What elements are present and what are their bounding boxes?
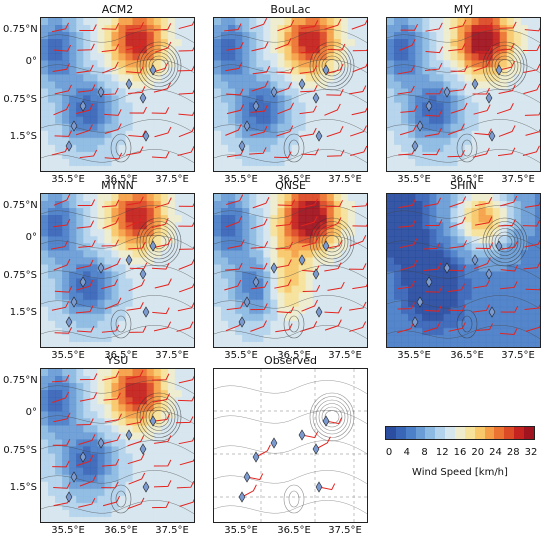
lon-tick-label: 35.5°E (397, 174, 431, 185)
lat-tick-label: 0.75°S (3, 270, 37, 281)
lat-tick-label: 1.5°S (9, 307, 37, 318)
lon-tick-label: 36.5°E (277, 174, 311, 185)
colorbar-segment (405, 427, 416, 439)
colorbar-tick-label: 32 (524, 447, 538, 458)
colorbar-tick-label: 12 (435, 447, 449, 458)
lon-tick-label: 36.5°E (277, 350, 311, 361)
colorbar-tick-label: 20 (471, 447, 485, 458)
lat-tick-label: 0.75°N (3, 200, 38, 211)
lat-tick-label: 0° (25, 232, 37, 243)
wind-map (214, 369, 367, 522)
colorbar-segment (435, 427, 446, 439)
panel-title: YSU (106, 354, 129, 367)
lon-tick-label: 37.5°E (328, 174, 362, 185)
colorbar-segment (504, 427, 515, 439)
map-panel-myj (386, 17, 541, 172)
lon-tick-label: 37.5°E (155, 350, 189, 361)
lat-tick-label: 0.75°N (3, 24, 38, 35)
lon-tick-label: 37.5°E (328, 525, 362, 536)
lat-tick-label: 0° (25, 407, 37, 418)
colorbar-segment (514, 427, 525, 439)
lon-tick-label: 35.5°E (397, 350, 431, 361)
wind-map (214, 194, 367, 347)
lat-tick-label: 0.75°S (3, 445, 37, 456)
lat-tick-label: 0° (25, 56, 37, 67)
colorbar-segment (415, 427, 426, 439)
map-panel-boulac (213, 17, 368, 172)
panel-title: BouLac (270, 3, 311, 16)
colorbar-segment (455, 427, 465, 439)
lon-tick-label: 37.5°E (501, 174, 535, 185)
colorbar-segment (445, 427, 456, 439)
lon-tick-label: 35.5°E (224, 350, 258, 361)
lon-tick-label: 37.5°E (501, 350, 535, 361)
colorbar-tick-label: 28 (506, 447, 520, 458)
map-panel-qnse (213, 193, 368, 348)
panel-title: Observed (264, 354, 317, 367)
colorbar-segment (425, 427, 436, 439)
wind-map (41, 194, 194, 347)
colorbar-segment (395, 427, 406, 439)
panel-title: MYJ (453, 3, 474, 16)
colorbar-segment (474, 427, 485, 439)
wind-map (387, 18, 540, 171)
lat-tick-label: 1.5°S (9, 482, 37, 493)
lat-tick-label: 0.75°N (3, 375, 38, 386)
map-panel-ysu (40, 368, 195, 523)
colorbar-tick-label: 4 (403, 447, 410, 458)
panel-title: QNSE (275, 179, 306, 192)
lon-tick-label: 37.5°E (155, 174, 189, 185)
colorbar-segment (386, 427, 396, 439)
wind-map (387, 194, 540, 347)
map-panel-mynn (40, 193, 195, 348)
lon-tick-label: 37.5°E (328, 350, 362, 361)
colorbar-segment (524, 427, 534, 439)
lon-tick-label: 36.5°E (450, 350, 484, 361)
wind-map (41, 18, 194, 171)
lon-tick-label: 35.5°E (51, 525, 85, 536)
lon-tick-label: 36.5°E (104, 174, 138, 185)
wind-map (214, 18, 367, 171)
colorbar-segment (494, 427, 505, 439)
map-panel-observed (213, 368, 368, 523)
map-panel-shin (386, 193, 541, 348)
colorbar-tick-label: 16 (453, 447, 467, 458)
lon-tick-label: 36.5°E (104, 525, 138, 536)
colorbar-segment (464, 427, 475, 439)
lon-tick-label: 35.5°E (51, 174, 85, 185)
lon-tick-label: 35.5°E (224, 174, 258, 185)
lon-tick-label: 35.5°E (224, 525, 258, 536)
lon-tick-label: 36.5°E (277, 525, 311, 536)
lon-tick-label: 36.5°E (104, 350, 138, 361)
colorbar-tick-label: 8 (421, 447, 428, 458)
panel-title: ACM2 (101, 3, 134, 16)
colorbar (385, 426, 535, 440)
colorbar-tick-label: 24 (489, 447, 502, 458)
colorbar-label: Wind Speed [km/h] (412, 467, 508, 478)
lat-tick-label: 1.5°S (9, 131, 37, 142)
lon-tick-label: 37.5°E (155, 525, 189, 536)
colorbar-segment (484, 427, 495, 439)
wind-map (41, 369, 194, 522)
lon-tick-label: 35.5°E (51, 350, 85, 361)
lon-tick-label: 36.5°E (450, 174, 484, 185)
map-panel-acm2 (40, 17, 195, 172)
panel-title: SHIN (450, 179, 477, 192)
panel-title: MYNN (101, 179, 134, 192)
colorbar-tick-label: 0 (385, 447, 393, 458)
lat-tick-label: 0.75°S (3, 94, 37, 105)
